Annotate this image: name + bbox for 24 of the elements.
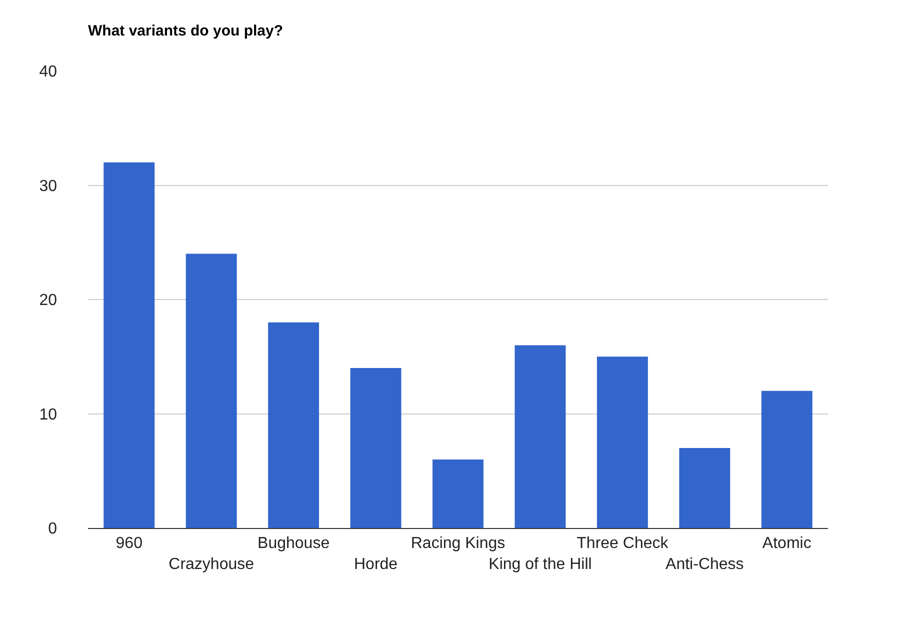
x-tick-label: Three Check bbox=[576, 535, 670, 552]
x-tick-label: Crazyhouse bbox=[168, 556, 254, 573]
bar bbox=[186, 254, 237, 528]
x-tick-label: 960 bbox=[116, 535, 143, 552]
x-tick-label: King of the Hill bbox=[488, 556, 592, 573]
bar bbox=[596, 356, 648, 528]
x-tick-label: Atomic bbox=[762, 535, 812, 552]
x-tick-label: Bughouse bbox=[258, 535, 330, 552]
bar bbox=[679, 448, 730, 528]
bar bbox=[761, 390, 812, 528]
bar bbox=[268, 322, 320, 528]
y-tick-label: 40 bbox=[39, 64, 58, 81]
bar bbox=[350, 368, 402, 528]
y-tick-label: 0 bbox=[48, 520, 58, 538]
x-tick-label: Horde bbox=[354, 556, 398, 573]
y-tick-label: 10 bbox=[39, 406, 58, 424]
chart-title: What variants do you play? bbox=[88, 22, 284, 40]
bar bbox=[514, 345, 566, 528]
bar bbox=[104, 162, 155, 528]
y-tick-label: 30 bbox=[39, 178, 58, 195]
y-tick-label: 20 bbox=[39, 292, 58, 310]
x-tick-label: Racing Kings bbox=[410, 535, 506, 552]
x-tick-label: Anti-Chess bbox=[666, 556, 744, 573]
bar bbox=[432, 459, 484, 528]
